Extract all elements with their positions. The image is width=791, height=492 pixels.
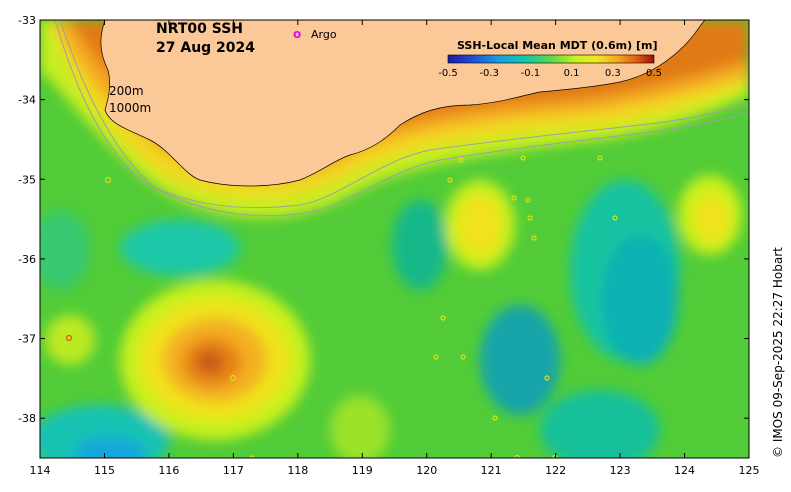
argo-marker-icon: o xyxy=(293,27,301,41)
y-tick-label: -35 xyxy=(18,173,36,186)
colorbar-tick-label: -0.3 xyxy=(479,68,499,79)
x-tick-label: 121 xyxy=(481,464,502,477)
x-tick-label: 124 xyxy=(674,464,695,477)
y-tick-label: -37 xyxy=(18,333,36,346)
y-tick-label: -34 xyxy=(18,94,36,107)
y-axis: -33 -34 -35 -36 -37 -38 xyxy=(18,14,749,425)
argo-floats xyxy=(65,155,618,458)
colorbar-tick-label: 0.5 xyxy=(646,68,662,79)
colorbar-tick-label: -0.1 xyxy=(521,68,541,79)
x-tick-label: 123 xyxy=(610,464,631,477)
colorbar-tick-label: -0.5 xyxy=(438,68,458,79)
x-tick-label: 120 xyxy=(416,464,437,477)
map-title-line2: 27 Aug 2024 xyxy=(156,40,255,56)
colorbar: SSH-Local Mean MDT (0.6m) [m] -0.5 -0.3 -0… xyxy=(438,39,662,79)
colorbar-ramp xyxy=(447,54,655,64)
x-tick-label: 117 xyxy=(223,464,244,477)
x-tick-label: 125 xyxy=(739,464,760,477)
x-tick-label: 118 xyxy=(287,464,308,477)
x-tick-label: 122 xyxy=(545,464,566,477)
isobath-1000-label: 1000m xyxy=(109,101,151,115)
colorbar-title: SSH-Local Mean MDT (0.6m) [m] xyxy=(457,39,657,52)
x-axis: 114 115 116 117 118 119 120 121 122 123 124 125 xyxy=(30,20,760,477)
colorbar-tick-label: 0.1 xyxy=(564,68,580,79)
isobath-lines xyxy=(54,20,749,217)
isobath-200-label: 200m xyxy=(109,84,144,98)
x-tick-label: 116 xyxy=(158,464,179,477)
argo-label: Argo xyxy=(311,28,337,41)
y-tick-label: -33 xyxy=(18,14,36,27)
map-title-line1: NRT00 SSH xyxy=(156,21,243,37)
ssh-field xyxy=(40,20,749,458)
copyright-text: © IMOS 09-Sep-2025 22:27 Hobart xyxy=(771,247,785,458)
x-tick-label: 115 xyxy=(94,464,115,477)
x-tick-label: 119 xyxy=(352,464,373,477)
y-tick-label: -36 xyxy=(18,253,36,266)
colorbar-tick-label: 0.3 xyxy=(605,68,621,79)
y-tick-label: -38 xyxy=(18,412,36,425)
plot-frame xyxy=(39,19,750,459)
x-tick-label: 114 xyxy=(30,464,51,477)
